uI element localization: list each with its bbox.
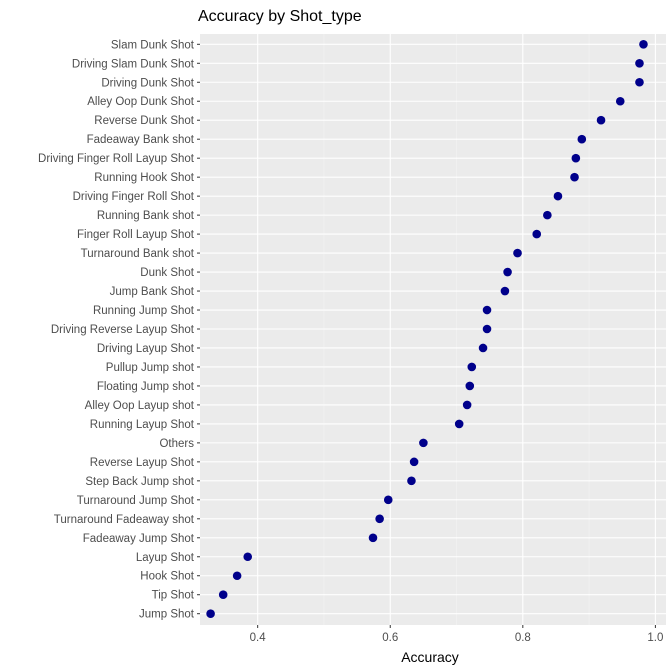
y-tick-label: Turnaround Jump Shot <box>77 495 195 507</box>
y-tick-label: Fadeaway Bank shot <box>87 134 195 146</box>
y-tick-label: Fadeaway Jump Shot <box>83 533 195 545</box>
y-tick-label: Step Back Jump shot <box>85 476 194 488</box>
grid <box>200 34 666 625</box>
data-point <box>577 134 587 144</box>
y-tick-label: Driving Slam Dunk Shot <box>72 58 195 70</box>
y-tick-label: Driving Layup Shot <box>97 343 195 355</box>
y-tick-label: Jump Bank Shot <box>110 286 195 298</box>
x-tick-label: 0.8 <box>515 632 531 644</box>
data-point <box>232 571 242 581</box>
data-point <box>407 476 416 486</box>
y-tick-label: Running Hook Shot <box>94 172 195 184</box>
y-axis: Slam Dunk Shot Driving Slam Dunk Shot Driv… <box>38 39 200 621</box>
y-tick-label: Layup Shot <box>136 552 195 564</box>
data-point <box>553 191 563 201</box>
y-tick-label: Turnaround Fadeaway shot <box>54 514 195 526</box>
y-tick-label: Driving Dunk Shot <box>101 77 194 89</box>
data-point <box>500 286 510 296</box>
data-point <box>409 457 419 467</box>
data-point <box>532 229 542 239</box>
y-tick-label: Hook Shot <box>140 571 195 583</box>
data-point <box>543 210 552 220</box>
y-tick-label: Others <box>159 438 194 450</box>
y-tick-label: Tip Shot <box>152 590 195 602</box>
data-point <box>635 58 644 68</box>
data-point <box>467 362 477 372</box>
data-point <box>465 381 475 391</box>
y-tick-label: Reverse Layup Shot <box>90 457 195 469</box>
y-tick-label: Driving Finger Roll Layup Shot <box>38 153 195 165</box>
data-point <box>635 77 644 87</box>
y-tick-label: Pullup Jump shot <box>106 362 195 374</box>
data-point <box>570 172 579 182</box>
x-tick-label: 0.6 <box>382 632 398 644</box>
chart-title: Accuracy by Shot_type <box>198 8 362 25</box>
data-point <box>596 115 606 125</box>
y-tick-label: Running Jump Shot <box>93 305 195 317</box>
data-point <box>513 248 522 258</box>
data-point <box>482 324 492 334</box>
y-tick-label: Running Bank shot <box>97 210 195 222</box>
y-tick-label: Alley Oop Layup shot <box>85 400 195 412</box>
data-point <box>615 96 625 106</box>
data-point <box>639 40 648 49</box>
y-tick-label: Driving Finger Roll Shot <box>73 191 195 203</box>
x-axis: 0.4 0.6 0.8 1.0 <box>250 625 663 644</box>
data-point <box>375 514 384 524</box>
x-axis-label: Accuracy <box>401 649 459 665</box>
y-tick-label: Driving Reverse Layup Shot <box>51 324 195 336</box>
data-point <box>218 590 228 600</box>
x-tick-label: 1.0 <box>647 632 663 644</box>
y-tick-label: Slam Dunk Shot <box>111 39 195 51</box>
y-tick-label: Turnaround Bank shot <box>81 248 195 260</box>
data-point <box>368 533 378 543</box>
data-point <box>383 495 393 505</box>
y-tick-label: Jump Shot <box>139 609 195 621</box>
data-point <box>503 267 512 277</box>
data-point <box>478 343 488 353</box>
y-tick-label: Dunk Shot <box>140 267 195 279</box>
y-tick-label: Finger Roll Layup Shot <box>77 229 195 241</box>
data-point <box>454 419 464 429</box>
data-point <box>243 552 253 562</box>
data-point <box>462 400 472 410</box>
data-point <box>206 609 215 618</box>
data-points <box>206 40 648 618</box>
data-point <box>482 305 492 315</box>
y-tick-label: Running Layup Shot <box>90 419 195 431</box>
y-tick-label: Alley Oop Dunk Shot <box>87 96 195 108</box>
y-tick-label: Reverse Dunk Shot <box>94 115 195 127</box>
y-tick-label: Floating Jump shot <box>97 381 195 393</box>
data-point <box>571 153 581 163</box>
x-tick-label: 0.4 <box>250 632 267 644</box>
data-point <box>419 438 428 448</box>
